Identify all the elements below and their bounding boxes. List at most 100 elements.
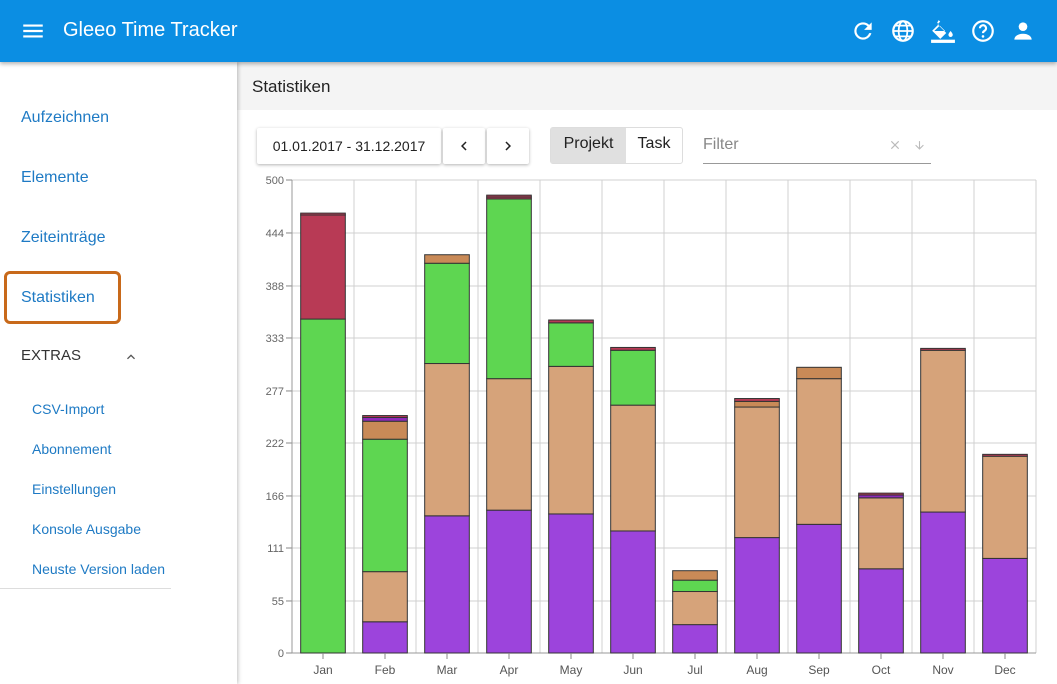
y-tick-label: 222 xyxy=(266,438,284,450)
next-period-button[interactable] xyxy=(487,128,529,164)
bar-segment-jul xyxy=(672,591,718,626)
bar-segment-jul xyxy=(672,570,718,581)
sidebar-item-einstellungen[interactable]: Einstellungen xyxy=(32,481,117,497)
app-title: Gleeo Time Tracker xyxy=(63,19,238,41)
active-item-highlight xyxy=(4,271,121,324)
x-tick-label: Jan xyxy=(313,663,332,677)
bar-segment-mar xyxy=(424,515,470,654)
chevron-right-icon xyxy=(505,141,511,151)
bar-segment-may xyxy=(548,513,594,654)
toggle-projekt[interactable]: Projekt xyxy=(551,128,626,163)
x-tick-label: Oct xyxy=(872,663,891,677)
app-bar: Gleeo Time Tracker xyxy=(0,0,1057,62)
filter-field[interactable] xyxy=(703,132,931,164)
bar-segment-dec xyxy=(982,557,1028,654)
bar-segment-dec xyxy=(982,455,1028,559)
bar-segment-nov xyxy=(920,349,966,513)
bar-segment-jun xyxy=(610,346,656,351)
x-tick-label: Dec xyxy=(994,663,1015,677)
y-tick-label: 333 xyxy=(266,333,284,345)
x-tick-label: May xyxy=(560,663,583,677)
bar-segment-mar xyxy=(424,363,470,517)
bar-segment-may xyxy=(548,365,594,515)
sidebar-item-elemente[interactable]: Elemente xyxy=(21,169,89,186)
chevron-left-icon xyxy=(461,141,467,151)
bar-segment-mar xyxy=(424,254,470,264)
sidebar-item-neuste-version[interactable]: Neuste Version laden xyxy=(32,561,166,577)
bar-segment-feb xyxy=(362,416,408,422)
bar-segment-oct xyxy=(858,497,904,570)
y-tick-label: 0 xyxy=(278,648,284,660)
refresh-icon[interactable] xyxy=(850,18,876,44)
bar-segment-jul xyxy=(672,579,718,593)
bar-segment-feb xyxy=(362,438,408,573)
sidebar-divider xyxy=(0,588,171,589)
date-range-button[interactable]: 01.01.2017 - 31.12.2017 xyxy=(257,128,441,164)
y-tick-label: 388 xyxy=(266,281,284,293)
bar-segment-nov xyxy=(920,347,966,351)
bar-segment-jan xyxy=(300,318,346,654)
y-tick-label: 55 xyxy=(272,596,284,608)
sidebar-item-konsole-ausgabe[interactable]: Konsole Ausgabe xyxy=(32,521,141,537)
bar-segment-aug xyxy=(734,406,780,539)
help-icon[interactable] xyxy=(970,18,996,44)
x-tick-label: Nov xyxy=(932,663,953,677)
y-tick-label: 166 xyxy=(266,491,284,503)
x-tick-label: Jul xyxy=(687,663,702,677)
page-title: Statistiken xyxy=(252,77,331,96)
sidebar-item-zeiteintraege[interactable]: Zeiteinträge xyxy=(21,229,106,246)
bar-segment-sep xyxy=(796,366,842,380)
bar-segment-aug xyxy=(734,398,780,402)
bar-segment-aug xyxy=(734,400,780,408)
bar-segment-jun xyxy=(610,349,656,406)
bar-segment-apr xyxy=(486,509,532,654)
bar-segment-jan xyxy=(300,212,346,216)
previous-period-button[interactable] xyxy=(443,128,485,164)
chevron-up-icon[interactable] xyxy=(123,349,139,365)
account-icon[interactable] xyxy=(1010,18,1036,44)
arrow-down-icon[interactable] xyxy=(913,139,926,152)
bar-segment-feb xyxy=(362,571,408,623)
paint-bucket-icon[interactable] xyxy=(930,18,956,44)
stacked-bar-chart: 0 55 111 166 222 277 333 388 444 500 Jan Feb Mar Apr M… xyxy=(266,175,1037,677)
x-tick-label: Apr xyxy=(500,663,519,677)
y-tick-label: 277 xyxy=(266,386,284,398)
y-tick-label: 444 xyxy=(266,228,284,240)
bar-segment-sep xyxy=(796,523,842,654)
bar-segment-oct xyxy=(858,568,904,654)
bar-segment-aug xyxy=(734,537,780,654)
bar-segment-feb xyxy=(362,621,408,654)
bar-segment-sep xyxy=(796,378,842,525)
sidebar-item-statistiken[interactable]: Statistiken xyxy=(21,289,95,306)
group-by-toggle: Projekt Task xyxy=(550,127,683,164)
x-tick-label: Jun xyxy=(623,663,642,677)
sidebar: Aufzeichnen Elemente Zeiteinträge Statis… xyxy=(0,62,237,684)
y-tick-label: 500 xyxy=(266,175,284,187)
bar-segment-jun xyxy=(610,530,656,654)
bar-segment-feb xyxy=(362,420,408,440)
bar-segment-apr xyxy=(486,198,532,380)
bar-segment-apr xyxy=(486,194,532,198)
bar-segment-oct xyxy=(858,492,904,496)
sidebar-item-csv-import[interactable]: CSV-Import xyxy=(32,401,105,417)
page-header: Statistiken xyxy=(237,62,1057,110)
x-tick-label: Mar xyxy=(437,663,458,677)
toggle-task[interactable]: Task xyxy=(637,135,671,152)
bar-segment-dec xyxy=(982,453,1028,457)
bar-segment-jul xyxy=(672,624,718,654)
x-tick-label: Aug xyxy=(746,663,767,677)
bar-segment-mar xyxy=(424,262,470,365)
x-tick-label: Feb xyxy=(375,663,396,677)
x-tick-label: Sep xyxy=(808,663,830,677)
globe-icon[interactable] xyxy=(890,18,916,44)
bar-segment-apr xyxy=(486,378,532,511)
filter-input[interactable] xyxy=(703,136,873,154)
main-content: Statistiken 01.01.2017 - 31.12.2017 Proj… xyxy=(237,62,1057,684)
sidebar-item-aufzeichnen[interactable]: Aufzeichnen xyxy=(21,109,110,126)
menu-icon[interactable] xyxy=(20,18,46,44)
bar-segment-nov xyxy=(920,511,966,654)
bar-segment-may xyxy=(548,319,594,324)
clear-icon[interactable] xyxy=(888,138,902,152)
bar-segment-jun xyxy=(610,404,656,532)
sidebar-item-abonnement[interactable]: Abonnement xyxy=(32,441,112,457)
